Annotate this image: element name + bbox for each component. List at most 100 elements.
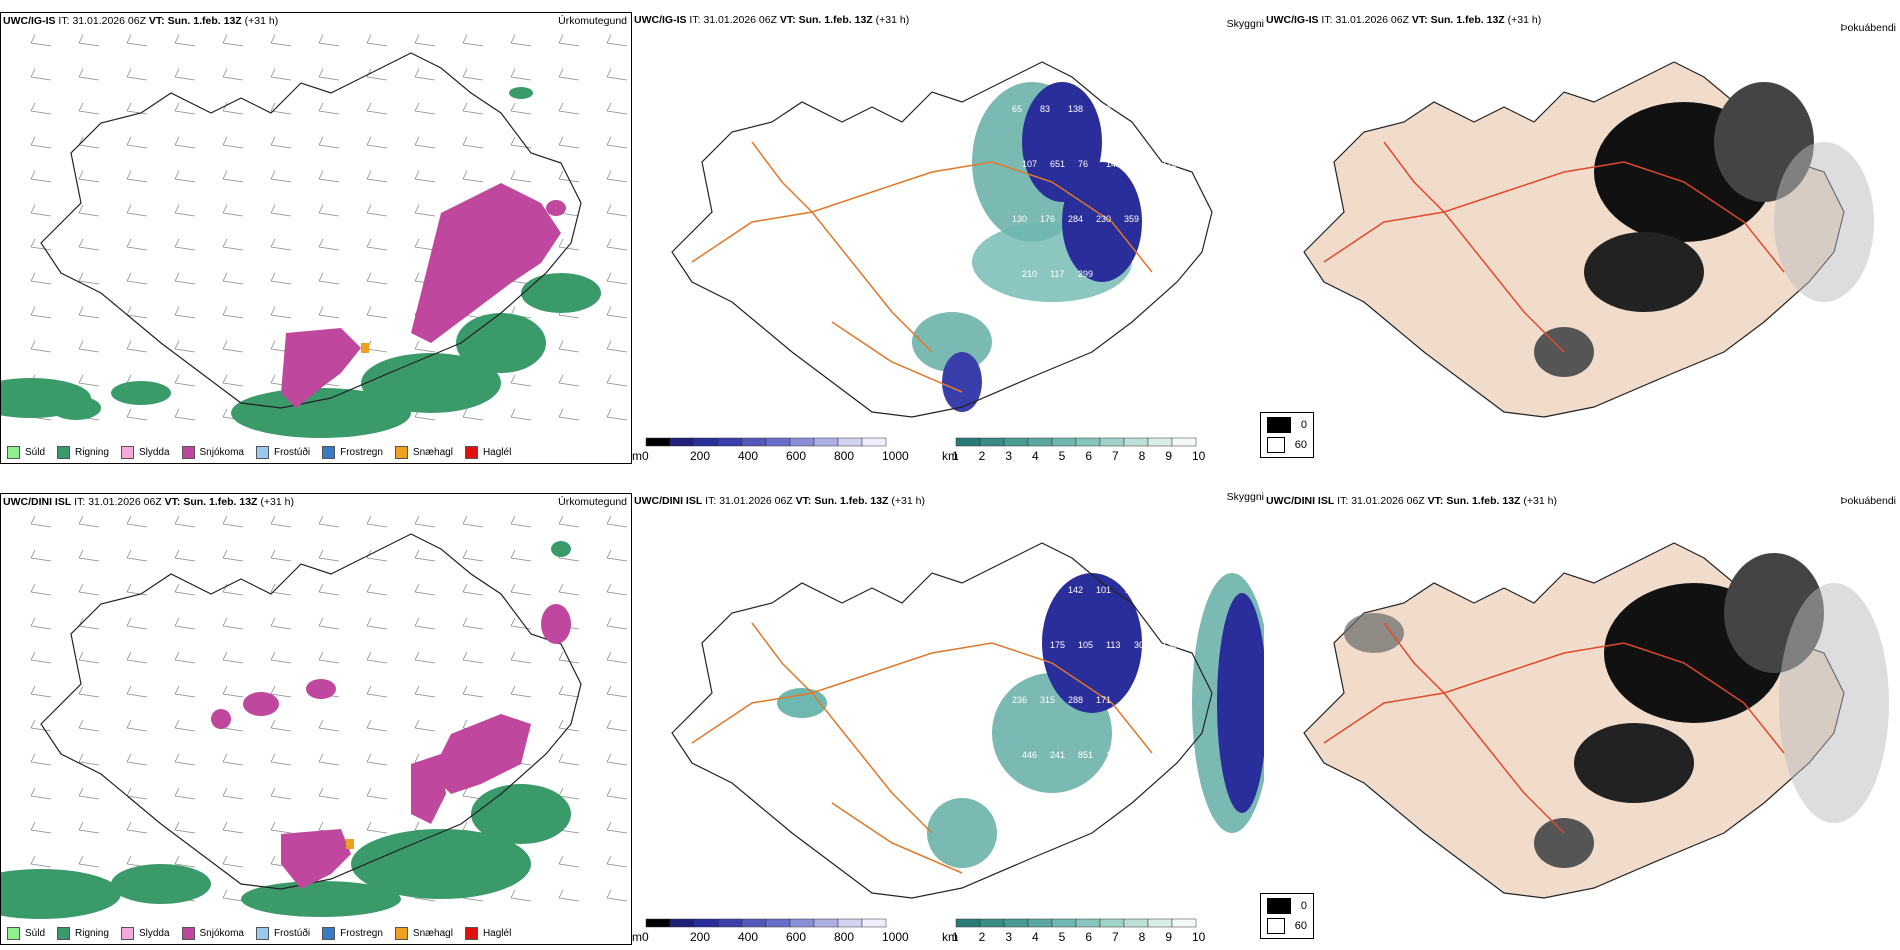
wind-barb xyxy=(270,102,292,115)
fog-map xyxy=(1303,542,1889,899)
wind-barb xyxy=(174,685,196,698)
panel-title: Skyggni xyxy=(1226,491,1264,503)
cloud-base-label: 128 xyxy=(1162,159,1177,169)
colorbar-segment xyxy=(1123,437,1149,447)
wind-barb xyxy=(270,753,292,766)
wind-barb xyxy=(222,685,244,698)
wind-barb xyxy=(606,549,628,562)
wind-barb xyxy=(222,583,244,596)
colorbar-tick: 600 xyxy=(786,930,806,944)
wind-barb xyxy=(366,272,388,285)
precip-map xyxy=(1,34,628,438)
wind-barb xyxy=(174,617,196,630)
iceland-coast xyxy=(671,542,1213,899)
wind-barb xyxy=(606,340,628,353)
cloud-base-label: 299 xyxy=(1078,269,1093,279)
wind-barb xyxy=(174,651,196,664)
wind-barb xyxy=(174,583,196,596)
wind-barb xyxy=(510,136,532,149)
colorbar-segment xyxy=(979,918,1005,928)
wind-barb xyxy=(270,34,292,47)
wind-barb xyxy=(606,204,628,217)
legend-label: Rigning xyxy=(75,447,109,458)
rain-areas xyxy=(1,87,601,438)
wind-barb xyxy=(510,170,532,183)
cloud-base-label: 138 xyxy=(1068,104,1083,114)
legend-label: Rigning xyxy=(75,928,109,939)
legend-label: Snæhagl xyxy=(412,928,453,939)
legend-swatch xyxy=(181,446,195,459)
wind-barb xyxy=(558,34,580,47)
wind-barb xyxy=(270,204,292,217)
legend-item: Frostúði xyxy=(255,927,310,940)
colorbar-segment xyxy=(1051,437,1077,447)
wind-barb xyxy=(558,102,580,115)
wind-barb xyxy=(126,204,148,217)
wind-barb xyxy=(414,238,436,251)
cloud-base-label: 175 xyxy=(1050,640,1065,650)
wind-barb xyxy=(414,170,436,183)
iceland-coast xyxy=(40,533,582,890)
legend-item: Haglél xyxy=(464,446,511,459)
wind-barb xyxy=(174,340,196,353)
colorbar-tick: 9 xyxy=(1165,930,1172,944)
snow-areas xyxy=(211,604,571,889)
wind-barb xyxy=(510,374,532,387)
colorbar-segment xyxy=(765,437,791,447)
colorbar-segment xyxy=(861,437,887,447)
wind-barb xyxy=(606,821,628,834)
cloud-base-label: 236 xyxy=(1012,695,1027,705)
wind-barb xyxy=(30,170,52,183)
wind-barb xyxy=(126,549,148,562)
wind-barb xyxy=(366,685,388,698)
wind-barb xyxy=(270,238,292,251)
wind-barb xyxy=(462,549,484,562)
legend-item: Snæhagl xyxy=(394,446,453,459)
legend-swatch xyxy=(7,446,20,459)
wind-barb xyxy=(366,753,388,766)
wind-barb xyxy=(174,374,196,387)
wind-barb xyxy=(30,719,52,732)
panel-title: Þokuábendi xyxy=(1840,495,1896,507)
wind-barb xyxy=(606,238,628,251)
colorbar-tick: 6 xyxy=(1085,930,1092,944)
wind-barb xyxy=(606,719,628,732)
colorbar-segment xyxy=(669,918,695,928)
wind-barb xyxy=(558,651,580,664)
cloud-base-label: 359 xyxy=(1124,214,1139,224)
wind-barb xyxy=(318,651,340,664)
wind-barb xyxy=(222,238,244,251)
wind-barb xyxy=(510,68,532,81)
legend-swatch xyxy=(7,927,20,940)
wind-barb xyxy=(558,238,580,251)
wind-barb xyxy=(414,549,436,562)
wind-barb xyxy=(270,515,292,528)
cloud-base-label: 238 xyxy=(1152,695,1167,705)
panel-title: Skyggni xyxy=(1226,18,1264,30)
visibility-colorbar: km1 2 3 4 5 6 7 8 9 10 xyxy=(942,437,1206,463)
colorbar-tick: 8 xyxy=(1139,449,1146,463)
run-header: UWC/IG-IS IT: 31.01.2026 06Z VT: Sun. 1.… xyxy=(1266,14,1542,26)
wind-barb xyxy=(558,136,580,149)
legend-swatch xyxy=(57,446,71,459)
wind-barb xyxy=(270,583,292,596)
wind-barb xyxy=(558,170,580,183)
wind-barb xyxy=(30,515,52,528)
wind-barb xyxy=(222,272,244,285)
wind-barb xyxy=(318,515,340,528)
legend-item: Rigning xyxy=(57,927,109,940)
colorbar-tick: 9 xyxy=(1165,449,1172,463)
wind-barb xyxy=(78,238,100,251)
wind-barb xyxy=(222,170,244,183)
wind-barb xyxy=(174,821,196,834)
wind-barb xyxy=(606,272,628,285)
colorbar-segment xyxy=(669,437,695,447)
colorbar-segment xyxy=(645,918,671,928)
wind-barb xyxy=(558,374,580,387)
snow-pellets-area xyxy=(346,839,354,849)
wind-barb xyxy=(558,889,580,902)
legend-item: Snæhagl xyxy=(394,927,453,940)
colorbar-tick: 0 xyxy=(642,930,649,944)
legend-label: Frostúði xyxy=(273,447,311,458)
cloud-base-label: 76 xyxy=(1078,159,1088,169)
